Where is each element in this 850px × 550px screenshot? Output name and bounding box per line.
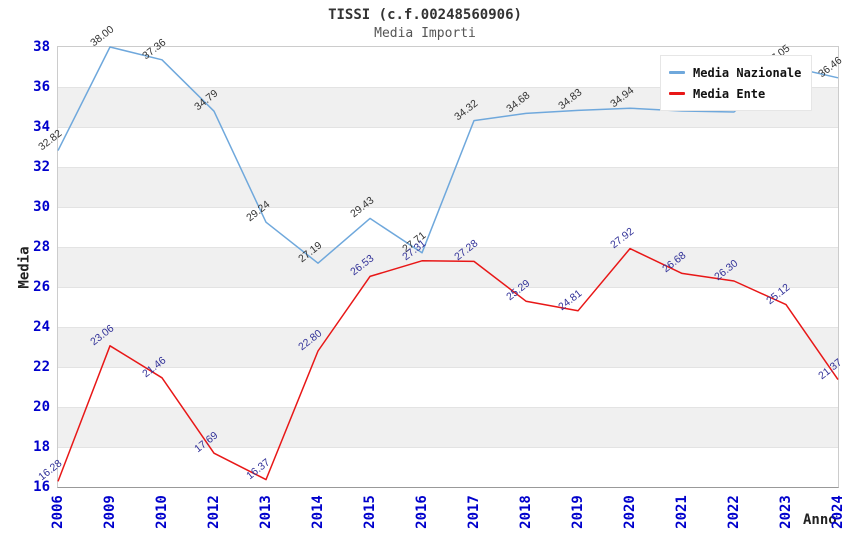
plot-band <box>58 127 838 167</box>
x-tick-label: 2022 <box>726 495 742 529</box>
x-axis-label: Anno <box>803 512 837 528</box>
x-tick-label: 2023 <box>778 495 794 529</box>
gridline <box>58 447 838 448</box>
plot-band <box>58 287 838 327</box>
plot-band <box>58 327 838 367</box>
y-tick-label: 28 <box>33 239 50 255</box>
y-tick-label: 20 <box>33 399 50 415</box>
y-tick-label: 16 <box>33 479 50 495</box>
y-tick-label: 30 <box>33 199 50 215</box>
legend-label-media-ente: Media Ente <box>693 86 766 101</box>
x-tick-label: 2010 <box>154 495 170 529</box>
x-tick-label: 2006 <box>50 495 66 529</box>
x-tick-label: 2009 <box>102 495 118 529</box>
x-tick-label: 2017 <box>466 495 482 529</box>
gridline <box>58 207 838 208</box>
gridline <box>58 407 838 408</box>
y-tick-label: 18 <box>33 439 50 455</box>
gridline <box>58 167 838 168</box>
legend-item-media-nazionale: Media Nazionale <box>669 62 803 83</box>
plot-band <box>58 447 838 487</box>
legend-label-media-nazionale: Media Nazionale <box>693 65 802 80</box>
x-tick-label: 2012 <box>206 495 222 529</box>
y-tick-label: 34 <box>33 119 50 135</box>
y-tick-label: 22 <box>33 359 50 375</box>
x-tick-label: 2020 <box>622 495 638 529</box>
chart-title: TISSI (c.f.00248560906) <box>328 7 522 23</box>
y-tick-label: 26 <box>33 279 50 295</box>
gridline <box>58 327 838 328</box>
plot-band <box>58 367 838 407</box>
y-tick-label: 36 <box>33 79 50 95</box>
gridline <box>58 367 838 368</box>
legend-swatch-media-nazionale <box>669 71 685 74</box>
x-tick-label: 2013 <box>258 495 274 529</box>
chart-subtitle: Media Importi <box>374 26 476 41</box>
series-lines <box>57 46 839 482</box>
series-line-media-ente <box>57 247 839 482</box>
y-tick-label: 32 <box>33 159 50 175</box>
x-tick-label: 2014 <box>310 495 326 529</box>
legend-swatch-media-ente <box>669 92 685 95</box>
y-tick-label: 38 <box>33 39 50 55</box>
x-tick-label: 2016 <box>414 495 430 529</box>
y-tick-label: 24 <box>33 319 50 335</box>
gridline <box>58 127 838 128</box>
x-tick-label: 2019 <box>570 495 586 529</box>
series-line-media-nazionale <box>57 46 839 264</box>
x-tick-label: 2018 <box>518 495 534 529</box>
plot-band <box>58 247 838 287</box>
plot-band <box>58 207 838 247</box>
x-tick-label: 2024 <box>830 495 846 529</box>
legend: Media Nazionale Media Ente <box>660 55 812 111</box>
legend-item-media-ente: Media Ente <box>669 83 803 104</box>
gridline <box>58 87 838 88</box>
plot-band <box>58 407 838 447</box>
gridline <box>58 247 838 248</box>
x-tick-label: 2015 <box>362 495 378 529</box>
gridline <box>58 287 838 288</box>
x-tick-label: 2021 <box>674 495 690 529</box>
